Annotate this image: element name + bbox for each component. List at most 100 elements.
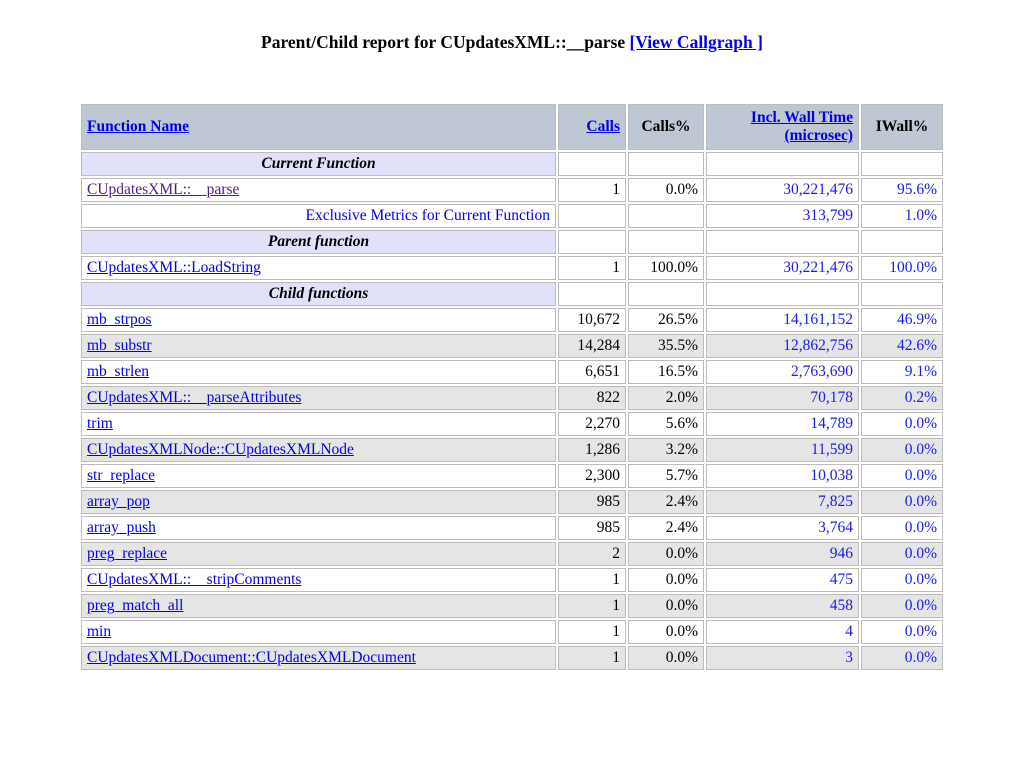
iwall-pct-cell: 0.0%	[861, 438, 943, 462]
function-link[interactable]: CUpdatesXML::__parseAttributes	[87, 389, 302, 406]
table-row: array_push 985 2.4% 3,764 0.0%	[81, 516, 943, 540]
calls-cell: 14,284	[558, 334, 626, 358]
section-row-filler	[628, 152, 704, 176]
section-row: Parent function	[81, 230, 943, 254]
calls-cell: 6,651	[558, 360, 626, 384]
incl-wall-time-cell: 14,789	[706, 412, 859, 436]
incl-wall-time-cell: 14,161,152	[706, 308, 859, 332]
function-link[interactable]: mb_strpos	[87, 311, 152, 328]
sort-by-function-name-link[interactable]: Function Name	[87, 118, 190, 135]
iwall-pct-cell: 0.0%	[861, 516, 943, 540]
view-callgraph-link[interactable]: [View Callgraph ]	[629, 32, 763, 52]
calls-pct-cell: 3.2%	[628, 438, 704, 462]
function-link[interactable]: array_push	[87, 519, 156, 536]
calls-cell: 1	[558, 646, 626, 670]
calls-cell: 1	[558, 256, 626, 280]
function-link[interactable]: trim	[87, 415, 113, 432]
function-name-cell: mb_strlen	[81, 360, 556, 384]
col-header-calls: Calls	[558, 104, 626, 150]
function-link[interactable]: CUpdatesXML::__parse	[87, 181, 240, 198]
calls-cell: 1	[558, 568, 626, 592]
function-name-cell: array_pop	[81, 490, 556, 514]
report-table-body: Current Function CUpdatesXML::__parse 1 0.0…	[81, 152, 943, 670]
table-row: array_pop 985 2.4% 7,825 0.0%	[81, 490, 943, 514]
calls-cell: 1	[558, 178, 626, 202]
iwall-pct-cell: 0.0%	[861, 464, 943, 488]
table-row: CUpdatesXML::__parse 1 0.0% 30,221,476 95.6%	[81, 178, 943, 202]
calls-cell: 1	[558, 594, 626, 618]
calls-cell: 2,270	[558, 412, 626, 436]
calls-pct-cell: 100.0%	[628, 256, 704, 280]
incl-wall-time-cell: 11,599	[706, 438, 859, 462]
incl-wall-time-cell: 30,221,476	[706, 178, 859, 202]
incl-wall-time-cell: 3	[706, 646, 859, 670]
table-row: mb_strlen 6,651 16.5% 2,763,690 9.1%	[81, 360, 943, 384]
table-row: CUpdatesXMLNode::CUpdatesXMLNode 1,286 3.2…	[81, 438, 943, 462]
function-name-cell: CUpdatesXML::__parseAttributes	[81, 386, 556, 410]
calls-pct-cell: 0.0%	[628, 568, 704, 592]
calls-cell: 985	[558, 490, 626, 514]
calls-pct-cell: 2.0%	[628, 386, 704, 410]
function-name-cell: CUpdatesXML::LoadString	[81, 256, 556, 280]
col-header-iwall-pct: IWall%	[861, 104, 943, 150]
incl-wall-time-cell: 313,799	[706, 204, 859, 228]
function-name-cell: preg_match_all	[81, 594, 556, 618]
incl-wall-time-cell: 946	[706, 542, 859, 566]
iwall-pct-cell: 0.0%	[861, 568, 943, 592]
iwall-pct-cell: 0.0%	[861, 594, 943, 618]
function-name-cell: Exclusive Metrics for Current Function	[81, 204, 556, 228]
function-link[interactable]: preg_replace	[87, 545, 168, 562]
function-name-cell: preg_replace	[81, 542, 556, 566]
function-link[interactable]: CUpdatesXMLNode::CUpdatesXMLNode	[87, 441, 354, 458]
section-row-filler	[861, 152, 943, 176]
function-link[interactable]: min	[87, 623, 112, 640]
calls-pct-cell: 0.0%	[628, 542, 704, 566]
sort-by-calls-link[interactable]: Calls	[586, 118, 620, 135]
function-link[interactable]: str_replace	[87, 467, 155, 484]
section-label: Current Function	[81, 152, 556, 176]
incl-wall-time-cell: 10,038	[706, 464, 859, 488]
function-name-cell: array_push	[81, 516, 556, 540]
iwall-pct-cell: 9.1%	[861, 360, 943, 384]
function-name-cell: CUpdatesXMLDocument::CUpdatesXMLDocument	[81, 646, 556, 670]
calls-pct-cell: 5.7%	[628, 464, 704, 488]
section-row: Child functions	[81, 282, 943, 306]
function-link[interactable]: CUpdatesXML::LoadString	[87, 259, 261, 276]
calls-cell	[558, 204, 626, 228]
function-link[interactable]: preg_match_all	[87, 597, 184, 614]
calls-cell: 10,672	[558, 308, 626, 332]
section-row-filler	[861, 282, 943, 306]
function-name-cell: CUpdatesXMLNode::CUpdatesXMLNode	[81, 438, 556, 462]
calls-pct-cell	[628, 204, 704, 228]
iwall-pct-cell: 100.0%	[861, 256, 943, 280]
table-row: preg_match_all 1 0.0% 458 0.0%	[81, 594, 943, 618]
col-header-function-name: Function Name	[81, 104, 556, 150]
function-link[interactable]: array_pop	[87, 493, 150, 510]
section-row-filler	[861, 230, 943, 254]
function-link[interactable]: CUpdatesXML::__stripComments	[87, 571, 302, 588]
section-row-filler	[628, 282, 704, 306]
table-row: trim 2,270 5.6% 14,789 0.0%	[81, 412, 943, 436]
iwall-pct-cell: 0.0%	[861, 620, 943, 644]
calls-cell: 2,300	[558, 464, 626, 488]
section-row-filler	[706, 282, 859, 306]
calls-pct-cell: 0.0%	[628, 620, 704, 644]
table-row: mb_strpos 10,672 26.5% 14,161,152 46.9%	[81, 308, 943, 332]
section-row-filler	[706, 230, 859, 254]
section-row: Current Function	[81, 152, 943, 176]
table-row: min 1 0.0% 4 0.0%	[81, 620, 943, 644]
col-header-incl-wall-time: Incl. Wall Time (microsec)	[706, 104, 859, 150]
sort-by-incl-wall-time-link[interactable]: Incl. Wall Time (microsec)	[750, 109, 853, 144]
function-name-cell: min	[81, 620, 556, 644]
calls-cell: 1,286	[558, 438, 626, 462]
function-link[interactable]: mb_substr	[87, 337, 152, 354]
function-name-cell: str_replace	[81, 464, 556, 488]
iwall-pct-cell: 1.0%	[861, 204, 943, 228]
function-link[interactable]: CUpdatesXMLDocument::CUpdatesXMLDocument	[87, 649, 416, 666]
calls-pct-cell: 35.5%	[628, 334, 704, 358]
function-link[interactable]: mb_strlen	[87, 363, 149, 380]
function-name-cell: mb_strpos	[81, 308, 556, 332]
calls-cell: 985	[558, 516, 626, 540]
function-name-cell: CUpdatesXML::__stripComments	[81, 568, 556, 592]
calls-pct-cell: 0.0%	[628, 594, 704, 618]
